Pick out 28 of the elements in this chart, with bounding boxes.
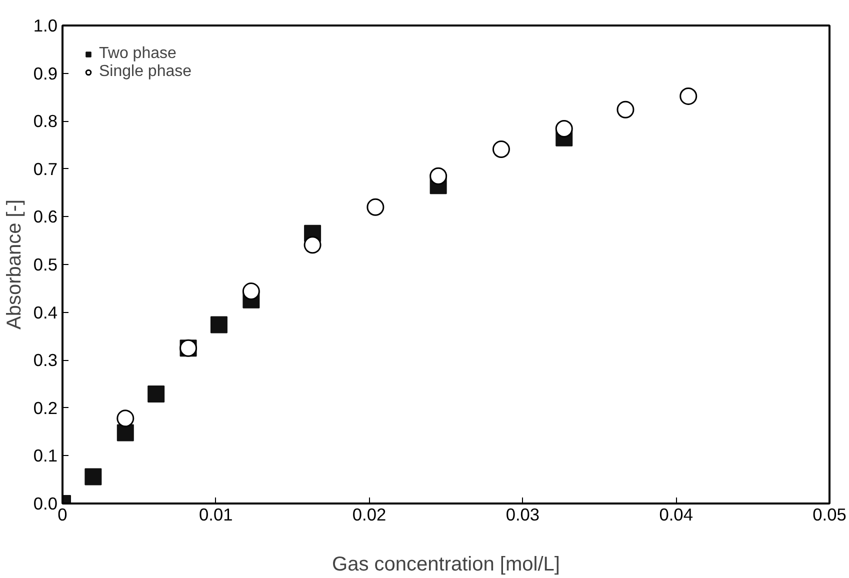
- point: [116, 424, 134, 442]
- x-tick-label: 0.01: [199, 504, 233, 524]
- x-tick-label: 0: [58, 504, 68, 524]
- point: [148, 386, 165, 403]
- y-tick-label: 0.6: [33, 206, 58, 227]
- y-tick-label: 1.0: [33, 16, 58, 36]
- point: [242, 282, 260, 300]
- point: [84, 468, 102, 486]
- y-tick-label: 0.8: [33, 111, 58, 132]
- point: [430, 167, 448, 185]
- x-tick-label: 0.05: [812, 504, 846, 524]
- point: [210, 316, 228, 334]
- y-tick-label: 0.1: [33, 446, 58, 466]
- y-axis-title: Absorbance [-]: [3, 199, 26, 330]
- y-tick-label: 0.7: [33, 158, 58, 179]
- y-tick-label: 0.5: [33, 254, 58, 274]
- x-axis-title: Gas concentration [mol/L]: [332, 554, 560, 576]
- y-tick-label: 0.3: [33, 350, 58, 370]
- legend-label: Single phase: [99, 63, 192, 81]
- x-tick-label: 0.03: [506, 504, 540, 524]
- point: [555, 120, 573, 138]
- legend-label: Two phase: [99, 45, 176, 63]
- y-tick-label: 0.2: [33, 398, 58, 418]
- x-tick-label: 0.04: [659, 504, 694, 524]
- y-tick-label: 0.4: [33, 302, 58, 322]
- x-tick-label: 0.02: [352, 504, 386, 524]
- y-tick-label: 0.0: [33, 494, 58, 514]
- y-tick-label: 0.9: [33, 63, 58, 84]
